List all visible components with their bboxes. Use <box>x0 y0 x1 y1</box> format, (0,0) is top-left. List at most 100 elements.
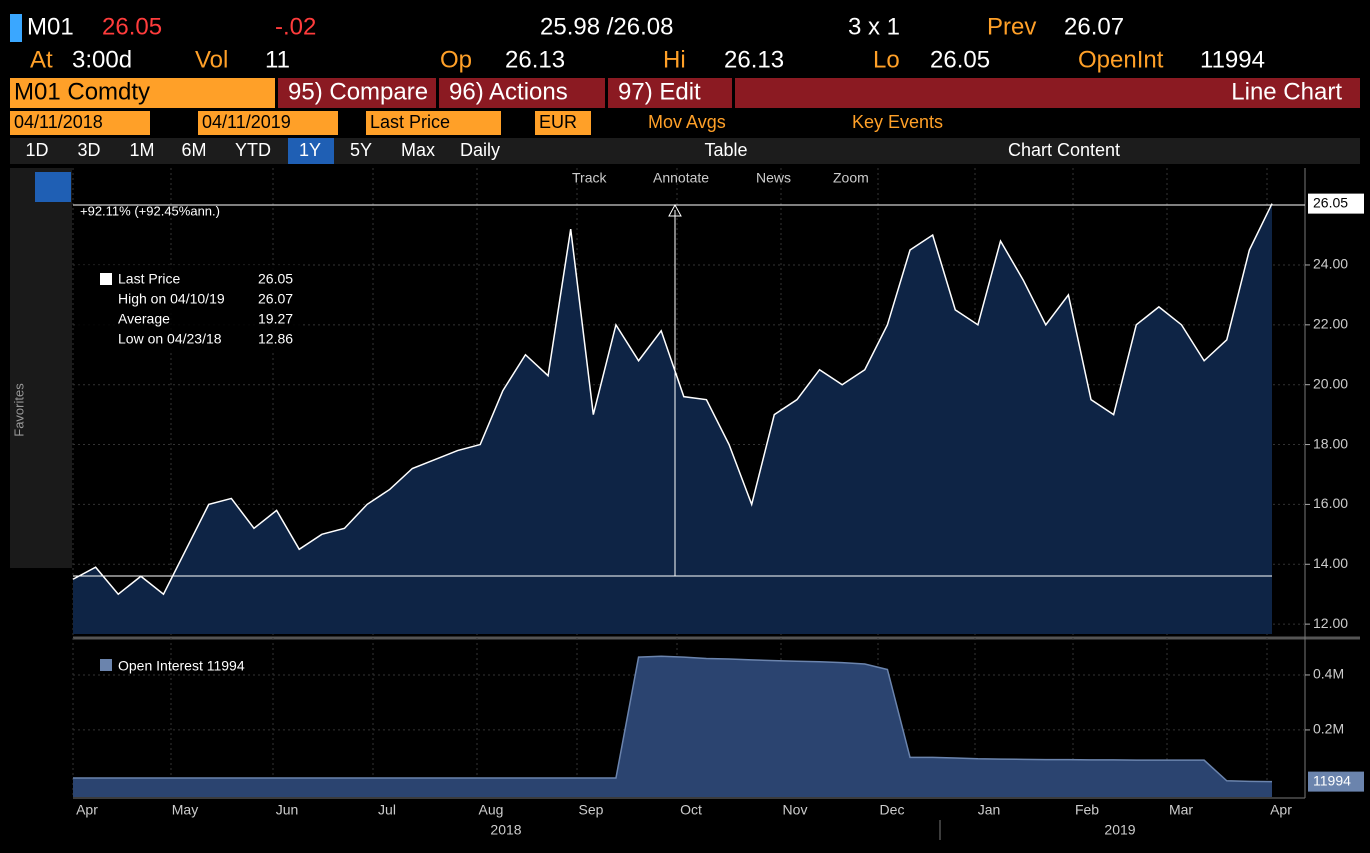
legend-label: Last Price <box>118 271 180 287</box>
quote-lo: 26.05 <box>930 46 990 73</box>
y-tick-label: 14.00 <box>1313 555 1348 571</box>
x-tick-label: Apr <box>76 802 98 818</box>
period-selected <box>288 138 334 164</box>
line <box>73 655 1273 783</box>
last-tag-label: 26.05 <box>1313 194 1348 210</box>
start-date[interactable]: 04/11/2018 <box>14 112 103 132</box>
quote-vol-label: Vol <box>195 46 228 73</box>
period-button[interactable]: YTD <box>235 140 271 160</box>
prev-label: Prev <box>987 13 1036 40</box>
chart-content[interactable]: Chart Content <box>1008 140 1120 160</box>
y-tick-label: 0.4M <box>1313 666 1344 682</box>
menu-bg[interactable] <box>439 78 605 108</box>
date-box[interactable] <box>10 111 150 135</box>
legend-value: 19.27 <box>258 311 293 327</box>
chart-tool[interactable]: News <box>756 170 791 186</box>
quote-op-label: Op <box>440 46 472 73</box>
end-date[interactable]: 04/11/2019 <box>202 112 291 132</box>
menu-bg[interactable] <box>608 78 732 108</box>
title-bar <box>735 78 1360 108</box>
x-tick-label: Mar <box>1169 802 1193 818</box>
quote-hi: 26.13 <box>724 46 784 73</box>
chart-tool[interactable]: Zoom <box>833 170 869 186</box>
x-tick-label: May <box>172 802 198 818</box>
last-tag <box>1308 193 1364 214</box>
menu[interactable]: 95) Compare <box>288 78 428 105</box>
chart-tool[interactable]: Annotate <box>653 170 709 186</box>
mov-avgs[interactable]: Mov Avgs <box>648 112 726 132</box>
date-box[interactable] <box>198 111 338 135</box>
x-year-label: 2019 <box>1104 822 1135 838</box>
legend-value: 26.05 <box>258 271 293 287</box>
area <box>73 203 1272 635</box>
favorites: Favorites <box>11 383 26 437</box>
legend-swatch <box>100 273 112 285</box>
currency[interactable]: EUR <box>539 112 577 132</box>
last-tag-label: 11994 <box>1313 772 1351 788</box>
change: -.02 <box>275 13 316 40</box>
menu[interactable]: 97) Edit <box>618 78 701 105</box>
period-button[interactable]: 1M <box>129 140 154 160</box>
quote-oi-label: OpenInt <box>1078 46 1164 73</box>
x-tick-label: Nov <box>783 802 808 818</box>
period-button[interactable]: 5Y <box>350 140 372 160</box>
period-button[interactable]: 6M <box>181 140 206 160</box>
x-tick-label: Jan <box>978 802 1001 818</box>
period-button[interactable]: 1D <box>25 140 48 160</box>
y-tick-label: 0.2M <box>1313 721 1344 737</box>
quote-at: 3:00d <box>72 46 132 73</box>
table-button[interactable]: Table <box>704 140 747 160</box>
legend-box <box>78 265 303 353</box>
period-bar <box>10 138 1360 164</box>
field-box[interactable] <box>366 111 501 135</box>
period-button[interactable]: 3D <box>77 140 100 160</box>
quote-op: 26.13 <box>505 46 565 73</box>
bid-ask: 25.98 /26.08 <box>540 13 673 40</box>
change-label: +92.11% (+92.45%ann.) <box>80 203 220 218</box>
security-box[interactable] <box>10 78 275 108</box>
chart-tool[interactable]: Track <box>572 170 607 186</box>
quote-hi-label: Hi <box>663 46 686 73</box>
frequency[interactable]: Daily <box>460 140 500 160</box>
security[interactable]: M01 Comdty <box>14 78 150 105</box>
x-tick-label: Sep <box>579 802 604 818</box>
last-price: 26.05 <box>102 13 162 40</box>
x-tick-label: Feb <box>1075 802 1099 818</box>
field[interactable]: Last Price <box>370 112 450 132</box>
quote-oi: 11994 <box>1200 46 1265 73</box>
menu[interactable]: 96) Actions <box>449 78 568 105</box>
x-tick-label: Jul <box>378 802 396 818</box>
y-tick-label: 22.00 <box>1313 316 1348 332</box>
y-tick-label: 18.00 <box>1313 435 1348 451</box>
menu-bg[interactable] <box>278 78 436 108</box>
y-tick-label: 12.00 <box>1313 615 1348 631</box>
x-tick-label: Dec <box>880 802 905 818</box>
x-tick-label: Jun <box>276 802 299 818</box>
x-tick-label: Apr <box>1270 802 1292 818</box>
ticker-marker <box>10 14 22 42</box>
quote-vol: 11 <box>265 46 290 73</box>
x-tick-label: Oct <box>680 802 702 818</box>
period-button[interactable]: Max <box>401 140 435 160</box>
y-tick-label: 16.00 <box>1313 495 1348 511</box>
prev: 26.07 <box>1064 13 1124 40</box>
currency-box[interactable] <box>535 111 591 135</box>
legend-value: 12.86 <box>258 331 293 347</box>
quote-at-label: At <box>30 46 53 73</box>
ticker: M01 <box>27 13 74 40</box>
select-tool[interactable] <box>35 172 71 202</box>
chart-title: Line Chart <box>1231 78 1342 105</box>
x-year-label: 2018 <box>490 822 521 838</box>
y-tick-label: 20.00 <box>1313 375 1348 391</box>
size: 3 x 1 <box>848 13 900 40</box>
area <box>73 656 1272 797</box>
legend-label: High on 04/10/19 <box>118 291 225 307</box>
marks <box>72 203 1273 797</box>
legend-label: Low on 04/23/18 <box>118 331 222 347</box>
arrow-head <box>668 203 682 217</box>
key-events[interactable]: Key Events <box>852 112 943 132</box>
oi-legend: Open Interest 11994 <box>118 658 245 674</box>
period-button[interactable]: 1Y <box>299 140 321 160</box>
last-tag <box>1308 771 1364 792</box>
legend-label: Average <box>118 311 170 327</box>
